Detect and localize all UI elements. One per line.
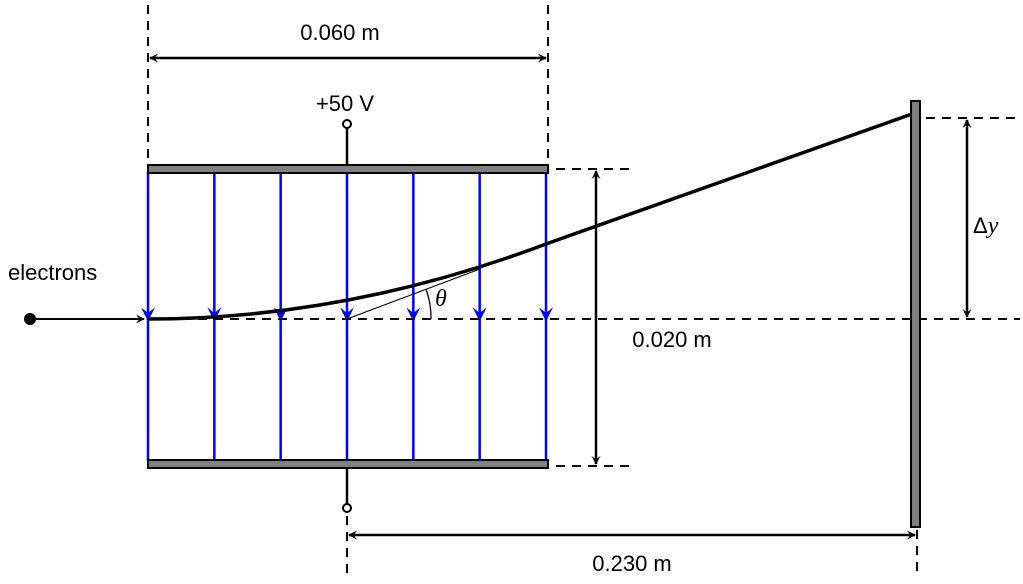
electron-trajectory <box>147 112 913 321</box>
angle-theta-label: θ <box>435 286 447 312</box>
tangent-line <box>346 268 481 320</box>
electrons-label: electrons <box>8 260 97 285</box>
bottom-plate <box>147 459 549 469</box>
screen-distance-label: 0.230 m <box>592 551 672 576</box>
plate-separation-label: 0.020 m <box>632 327 712 352</box>
deflection-label: Δy <box>973 213 999 239</box>
top-plate <box>147 164 549 174</box>
bottom-terminal <box>342 503 352 513</box>
screen <box>910 100 921 528</box>
top-terminal <box>342 119 352 129</box>
plate-length-label: 0.060 m <box>300 20 380 45</box>
angle-arc <box>425 288 432 320</box>
voltage-label: +50 V <box>316 91 374 116</box>
electric-field-lines <box>141 172 553 461</box>
